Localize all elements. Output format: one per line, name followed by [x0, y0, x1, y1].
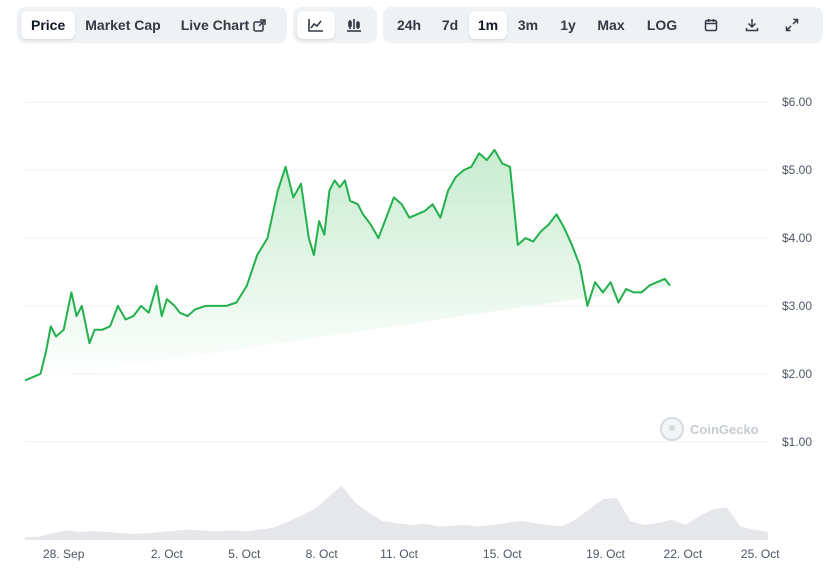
y-axis-label: $5.00 [782, 163, 813, 178]
tab-price[interactable]: Price [21, 11, 76, 39]
y-axis-label: $2.00 [782, 366, 813, 381]
range-group: 24h 7d 1m 3m 1y Max LOG [383, 7, 823, 43]
chart-type-group [293, 7, 377, 43]
range-1m-button[interactable]: 1m [469, 11, 507, 39]
price-line [24, 148, 671, 382]
y-axis-label: $6.00 [782, 95, 813, 110]
grid-lines [25, 101, 768, 443]
log-scale-button[interactable]: LOG [646, 17, 678, 33]
x-axis-label: 22. Oct [663, 547, 703, 561]
tab-live-chart[interactable]: Live Chart [171, 11, 276, 39]
range-3m-button[interactable]: 3m [517, 17, 539, 33]
external-link-icon [253, 18, 266, 32]
candlestick-chart-icon [346, 18, 362, 32]
x-axis-label: 2. Oct [150, 547, 183, 561]
x-axis-label: 28. Sep [43, 547, 85, 561]
y-axis-label: $3.00 [782, 298, 813, 313]
line-chart-button[interactable] [297, 11, 335, 39]
download-icon [745, 18, 759, 32]
download-button[interactable] [733, 11, 771, 39]
fullscreen-button[interactable] [771, 11, 813, 39]
view-tab-group: Price Market Cap Live Chart [17, 7, 287, 43]
price-area-fill [25, 149, 670, 381]
calendar-button[interactable] [689, 11, 733, 39]
watermark-text: CoinGecko [690, 421, 759, 437]
range-1y-button[interactable]: 1y [560, 17, 576, 33]
coingecko-watermark: CoinGecko [660, 417, 759, 441]
chart-toolbar: Price Market Cap Live Chart 24h 7d 1m 3m… [17, 7, 823, 43]
x-axis-label: 5. Oct [228, 547, 261, 561]
line-chart-icon [308, 18, 324, 32]
x-axis-label: 11. Oct [380, 547, 418, 561]
expand-icon [785, 18, 799, 32]
range-24h-button[interactable]: 24h [396, 17, 422, 33]
y-axis-label: $4.00 [782, 231, 813, 246]
x-axis-label: 19. Oct [586, 547, 625, 561]
volume-bars [25, 485, 768, 540]
x-axis-label: 8. Oct [305, 547, 338, 561]
coingecko-logo-icon [660, 417, 684, 441]
y-axis-label: $1.00 [782, 434, 813, 449]
volume-area [25, 485, 768, 540]
x-axis-label: 15. Oct [482, 547, 522, 561]
tab-live-chart-label: Live Chart [180, 17, 250, 33]
calendar-icon [704, 18, 718, 32]
tab-market-cap[interactable]: Market Cap [85, 17, 161, 33]
range-max-button[interactable]: Max [597, 17, 625, 33]
x-axis-label: 25. Oct [740, 547, 780, 561]
range-7d-button[interactable]: 7d [441, 17, 459, 33]
candlestick-chart-button[interactable] [335, 11, 373, 39]
